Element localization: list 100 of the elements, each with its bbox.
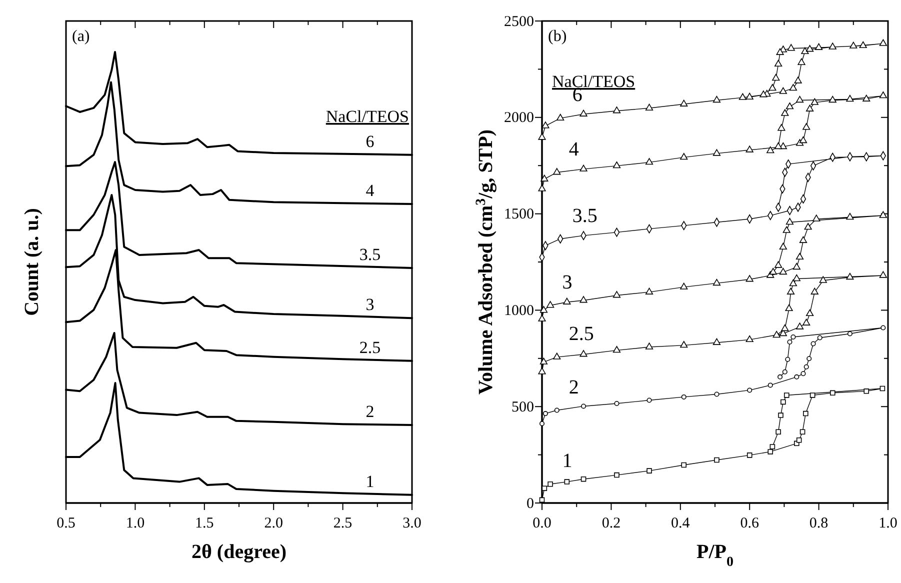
- series-label: 2.5: [359, 338, 381, 357]
- point: [563, 298, 571, 304]
- point: [810, 288, 818, 294]
- point: [772, 74, 780, 81]
- point: [792, 262, 800, 270]
- series-label: 4: [366, 180, 375, 200]
- point: [714, 457, 720, 463]
- point: [548, 481, 553, 487]
- x-tick-label: 1.0: [878, 516, 898, 532]
- y-tick-label: 500: [512, 399, 534, 416]
- point: [680, 100, 688, 106]
- x-axis-title: 2θ (degree): [191, 541, 287, 563]
- point: [789, 84, 797, 91]
- point: [539, 497, 545, 503]
- point: [799, 136, 808, 144]
- point: [806, 104, 814, 112]
- point: [864, 388, 870, 394]
- point: [781, 324, 789, 332]
- point: [847, 331, 852, 336]
- point: [846, 272, 854, 280]
- point: [804, 222, 812, 230]
- x-tick-label: 0.2: [602, 516, 621, 532]
- text: (a): [72, 28, 90, 45]
- point: [553, 352, 561, 360]
- x-tick-label: 0.0: [532, 516, 552, 532]
- point: [781, 109, 789, 116]
- point: [614, 401, 620, 406]
- point: [646, 468, 652, 474]
- point: [542, 411, 548, 416]
- point: [646, 398, 652, 403]
- point: [778, 124, 786, 131]
- y-tick-label: 2000: [504, 110, 534, 126]
- point: [770, 444, 776, 450]
- point: [768, 449, 773, 454]
- point: [846, 212, 854, 220]
- point: [810, 98, 818, 105]
- x-tick-label: 1.5: [195, 516, 214, 532]
- point: [850, 42, 858, 48]
- point: [546, 301, 554, 308]
- point: [792, 274, 800, 282]
- point: [828, 42, 836, 50]
- point: [681, 394, 686, 400]
- point: [779, 242, 787, 250]
- x-tick-label: 2.5: [333, 516, 352, 532]
- point: [747, 388, 752, 393]
- point: [774, 142, 782, 150]
- point: [796, 96, 804, 103]
- point: [782, 226, 790, 233]
- series-label: 3: [562, 271, 572, 294]
- point: [779, 87, 787, 94]
- point: [801, 47, 809, 54]
- point: [782, 369, 788, 374]
- series-label: 2.5: [568, 323, 594, 346]
- point: [785, 304, 793, 312]
- point: [880, 386, 886, 392]
- point: [789, 279, 797, 286]
- point: [680, 282, 688, 290]
- point: [712, 149, 721, 156]
- point: [880, 325, 886, 330]
- series-label: 2: [568, 376, 579, 398]
- point: [778, 412, 784, 418]
- point: [794, 76, 802, 84]
- point: [785, 356, 790, 362]
- y-tick-label: 2500: [504, 14, 534, 30]
- point: [581, 404, 586, 409]
- point: [806, 356, 812, 362]
- point: [612, 346, 621, 353]
- point: [746, 452, 752, 458]
- series-label: 1: [366, 472, 374, 491]
- x-axis-title: P/P$_{0}$: [696, 541, 734, 570]
- point: [800, 371, 806, 376]
- point: [796, 322, 804, 330]
- point: [580, 350, 588, 357]
- x-tick-label: 0.4: [671, 516, 690, 532]
- point: [746, 335, 754, 342]
- point: [802, 318, 810, 326]
- point: [784, 392, 790, 398]
- point: [787, 44, 795, 51]
- point: [812, 214, 820, 222]
- series-label: 2: [366, 402, 374, 421]
- point: [774, 60, 782, 67]
- point: [580, 476, 586, 482]
- y-tick-label: 1000: [504, 303, 534, 319]
- point: [779, 268, 787, 275]
- x-tick-label: 1.0: [126, 516, 145, 532]
- point: [738, 93, 746, 100]
- point: [776, 48, 784, 55]
- point: [798, 58, 806, 66]
- point: [645, 342, 654, 350]
- x-tick-label: 0.5: [56, 516, 76, 532]
- point: [712, 338, 721, 345]
- point: [786, 288, 795, 294]
- point: [774, 261, 782, 268]
- point: [539, 421, 545, 426]
- point: [796, 438, 802, 443]
- point: [810, 341, 816, 346]
- point: [776, 429, 781, 434]
- series-label: 3.5: [359, 245, 381, 264]
- point: [804, 364, 809, 370]
- point: [796, 252, 804, 260]
